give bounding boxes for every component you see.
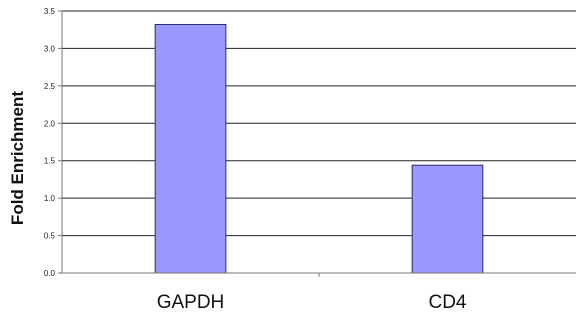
y-tick-label: 2.5 — [44, 82, 56, 91]
x-category-labels: GAPDH CD4 — [157, 292, 467, 313]
y-tick-label: 1.5 — [44, 157, 56, 166]
bar-gapdh — [154, 23, 227, 274]
bar-cd4 — [411, 164, 484, 274]
y-tick-label: 3.0 — [44, 44, 56, 53]
y-tick-label: 0.0 — [44, 269, 56, 278]
x-category-label: GAPDH — [157, 292, 225, 313]
y-tick-labels: 0.0 0.5 1.0 1.5 2.0 2.5 3.0 3.5 — [44, 7, 56, 278]
y-axis-label: Fold Enrichment — [8, 91, 27, 225]
y-tick-label: 1.0 — [44, 194, 56, 203]
gridlines — [62, 10, 576, 237]
axes — [58, 10, 576, 277]
x-category-label: CD4 — [428, 292, 466, 313]
y-tick-label: 2.0 — [44, 119, 56, 128]
y-tick-label: 3.5 — [44, 7, 56, 16]
y-tick-label: 0.5 — [44, 232, 56, 241]
